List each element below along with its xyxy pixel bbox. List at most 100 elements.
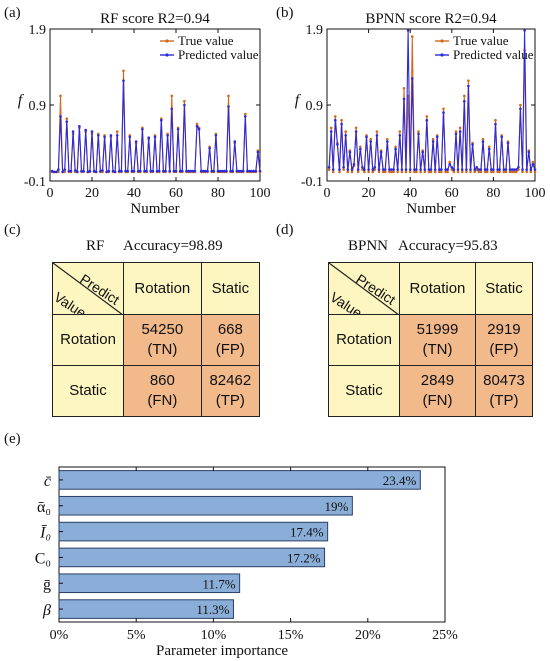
rf-point-true [183, 99, 186, 103]
rf-point-predicted [227, 105, 230, 108]
bpnn-point-true [359, 145, 362, 149]
bpnn-point-predicted [500, 135, 504, 139]
rf-point-predicted [147, 136, 150, 139]
rf-point-predicted [208, 147, 211, 150]
rf-point-predicted [134, 140, 138, 143]
bpnn-legend-label-true: True value [453, 33, 509, 48]
rf-point-predicted [78, 125, 81, 128]
bpnn-point-predicted [446, 168, 449, 171]
rf-point-predicted [149, 169, 153, 173]
rf-point-predicted [69, 169, 73, 173]
bpnn-point-predicted [444, 168, 447, 171]
bpnn-point-true [475, 168, 479, 171]
rf-point-predicted [59, 115, 62, 118]
importance-bar-value-label: 17.4% [290, 525, 324, 540]
bpnn-point-true [342, 168, 345, 171]
bpnn-point-predicted [367, 168, 370, 171]
bpnn-point-predicted [487, 147, 491, 151]
rf-point-predicted [139, 169, 142, 173]
rf-point-predicted [80, 169, 83, 173]
bpnn-point-true [490, 170, 493, 174]
bpnn-point-predicted [477, 168, 481, 171]
bpnn-point-predicted [467, 84, 470, 88]
bpnn-point-true [533, 170, 537, 174]
rf-point-predicted [191, 169, 195, 173]
importance-x-tick-label: 25% [432, 628, 458, 643]
rf-cell-fn-value: 860 [149, 372, 175, 389]
rf-point-predicted [164, 169, 167, 173]
bpnn-point-true [498, 170, 501, 174]
bpnn-point-true [504, 170, 508, 174]
rf-legend-marker-true [165, 39, 169, 43]
bpnn-legend-label-predicted: Predicted value [453, 47, 534, 62]
bpnn-point-predicted [359, 147, 362, 151]
bpnn-point-predicted [496, 168, 499, 171]
bpnn-point-true [467, 79, 470, 82]
bpnn-point-predicted [483, 168, 487, 171]
rf-legend-label-true: True value [178, 33, 234, 48]
bpnn-point-predicted [469, 168, 472, 171]
bpnn-point-predicted [435, 135, 439, 139]
bpnn-point-true [415, 170, 418, 174]
rf-y-tick-label: -0.1 [24, 175, 46, 190]
rf-point-true [59, 94, 62, 98]
importance-category-label: Ī₀ [39, 525, 51, 542]
bpnn-point-predicted [531, 163, 535, 166]
rf-col-header-static: Static [200, 262, 261, 315]
rf-x-tick-label: 60 [169, 186, 183, 201]
bpnn-x-tick-label: 0 [324, 186, 331, 201]
bpnn-point-predicted [442, 111, 445, 114]
importance-bar [58, 521, 329, 542]
rf-point-true [57, 170, 60, 174]
bpnn-point-true [327, 168, 331, 171]
bpnn-point-true [375, 130, 379, 133]
bpnn-point-predicted [390, 168, 393, 171]
importance-bar-value-label: 11.3% [196, 602, 229, 617]
bpnn-point-true [460, 170, 464, 174]
rf-point-predicted [86, 170, 90, 174]
rf-point-predicted [174, 169, 178, 173]
bpnn-x-tick-label: 100 [525, 186, 546, 201]
rf-point-predicted [97, 134, 100, 137]
bpnn-point-predicted [338, 168, 341, 171]
bpnn-point-true [369, 137, 373, 141]
bpnn-point-predicted [431, 140, 435, 143]
importance-x-tick-label: 15% [278, 628, 304, 643]
bpnn-point-true [465, 170, 468, 174]
bpnn-point-true [431, 137, 435, 141]
bpnn-point-true [512, 170, 516, 174]
rf-row-header-rotation: Rotation [52, 314, 124, 366]
bpnn-point-true [425, 115, 429, 118]
importance-bar-value-label: 11.7% [203, 576, 236, 591]
bpnn-point-true [450, 168, 454, 171]
panel-label-e: (e) [4, 431, 21, 447]
rf-point-predicted [223, 169, 226, 173]
bpnn-point-predicted [519, 107, 522, 111]
rf-point-predicted [155, 169, 159, 173]
importance-bar [58, 495, 353, 516]
bpnn-point-true [456, 170, 460, 174]
rf-legend-label-predicted: Predicted value [178, 47, 259, 62]
panel-label-d: (d) [276, 222, 294, 238]
importance-bar [58, 470, 421, 490]
bpnn-point-true [517, 168, 520, 171]
rf-point-true [244, 112, 247, 116]
bpnn-cell-tn-label: (TN) [422, 341, 453, 358]
bpnn-point-predicted [481, 140, 485, 143]
rf-point-predicted [50, 169, 54, 173]
bpnn-point-predicted [458, 130, 462, 133]
importance-category-label: ḡ [43, 576, 51, 593]
importance-bar [58, 547, 326, 568]
rf-y-tick-label: 0.9 [29, 99, 47, 114]
rf-point-predicted [197, 128, 201, 131]
bpnn-point-predicted [373, 166, 377, 169]
rf-point-true [63, 170, 66, 174]
bpnn-point-true [400, 170, 404, 174]
rf-cell-tn-label: (TN) [147, 341, 178, 358]
rf-point-predicted [246, 169, 249, 173]
bpnn-point-predicted [361, 166, 364, 169]
bpnn-point-true [427, 170, 431, 174]
bpnn-point-true [477, 170, 481, 174]
bpnn-point-predicted [381, 168, 385, 171]
rf-point-predicted [63, 168, 66, 171]
